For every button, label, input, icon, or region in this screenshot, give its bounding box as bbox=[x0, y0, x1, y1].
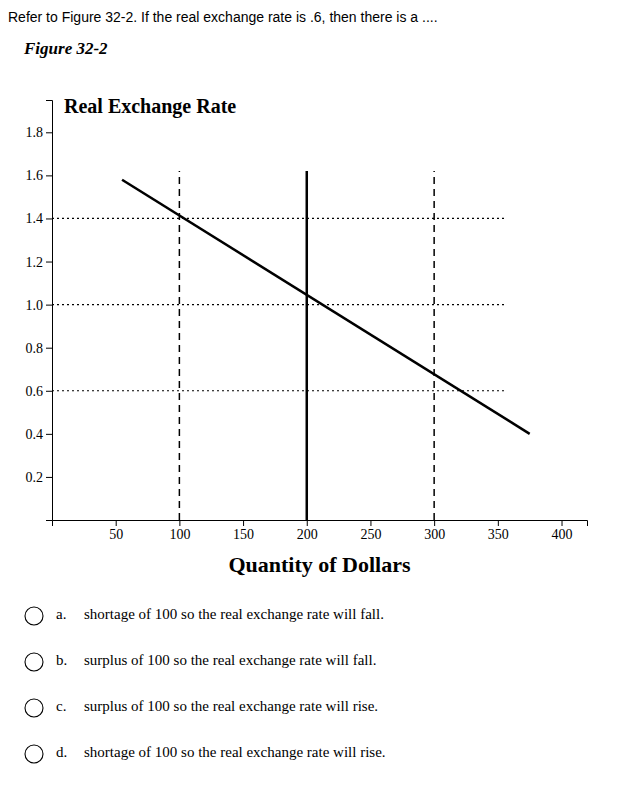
y-axis-tick-label: 0.4 bbox=[26, 427, 44, 442]
y-axis-tick-mark bbox=[46, 391, 52, 392]
y-axis-tick-mark bbox=[46, 477, 52, 478]
choice-radio[interactable] bbox=[25, 699, 43, 717]
subtitle: Figure 32-2 bbox=[23, 39, 108, 58]
choice-letter: b. bbox=[56, 652, 67, 668]
choice-text: surplus of 100 so the real exchange rate… bbox=[84, 698, 378, 714]
x-axis-tick: 200 bbox=[297, 520, 318, 542]
y-axis-tick-mark bbox=[46, 434, 52, 435]
y-axis: 0.2 0.4 0.6 0.8 1.0 1.2 1.4 1.6 1.8 bbox=[26, 101, 53, 521]
y-axis-tick: 0.4 bbox=[26, 427, 53, 442]
dotted-line bbox=[52, 304, 504, 305]
x-axis-tick-label: 300 bbox=[424, 527, 445, 542]
choice-radio[interactable] bbox=[25, 653, 43, 671]
choice-radio[interactable] bbox=[25, 607, 43, 625]
x-axis-tick-mark bbox=[179, 520, 180, 526]
x-axis-tick: 300 bbox=[424, 520, 445, 542]
y-axis-tick-mark bbox=[46, 348, 52, 349]
x-axis: 50 100 150 200 250 300 350 400 bbox=[53, 520, 588, 542]
solid-line bbox=[306, 171, 309, 520]
y-axis-tick-mark bbox=[46, 305, 52, 306]
x-axis-tick: 400 bbox=[552, 520, 573, 542]
choice-text: shortage of 100 so the real exchange rat… bbox=[84, 744, 386, 760]
y-axis-tick: 1.0 bbox=[26, 298, 53, 313]
y-axis-tick-label: 1.0 bbox=[26, 298, 44, 313]
x-axis-tick-mark bbox=[562, 520, 563, 526]
y-axis-tick: 1.4 bbox=[26, 211, 53, 226]
y-axis-tick-label: 0.6 bbox=[26, 384, 44, 399]
y-axis-tick-label: 1.8 bbox=[26, 125, 44, 140]
x-axis-tick-label: 250 bbox=[360, 527, 381, 542]
x-axis-tick-mark bbox=[370, 520, 371, 526]
x-axis-tick-label: 350 bbox=[488, 527, 509, 542]
dotted-line bbox=[52, 218, 504, 219]
x-axis-tick: 250 bbox=[360, 520, 381, 542]
dotted-line bbox=[52, 390, 504, 391]
chart: Refer to Figure 32-2. If the real exchan… bbox=[0, 0, 621, 788]
y-axis-tick-label: 1.4 bbox=[26, 211, 44, 226]
x-axis-tick-mark bbox=[434, 520, 435, 526]
y-axis-tick-label: 1.2 bbox=[26, 255, 44, 270]
x-axis-label: Quantity of Dollars bbox=[228, 552, 411, 577]
dashed-line bbox=[433, 171, 435, 520]
dashed-line bbox=[179, 171, 181, 520]
x-axis-tick-label: 400 bbox=[552, 527, 573, 542]
y-axis-line bbox=[46, 101, 53, 521]
y-axis-tick: 1.2 bbox=[26, 255, 53, 270]
x-axis-tick-mark bbox=[307, 520, 308, 526]
title: Refer to Figure 32-2. If the real exchan… bbox=[8, 9, 438, 25]
y-axis-tick: 1.8 bbox=[26, 125, 53, 140]
y-axis-tick-mark bbox=[46, 262, 52, 263]
x-axis-tick: 100 bbox=[169, 520, 190, 542]
x-axis-tick-mark bbox=[498, 520, 499, 526]
y-axis-tick-label: 0.2 bbox=[26, 470, 44, 485]
choice-text: surplus of 100 so the real exchange rate… bbox=[84, 652, 376, 668]
y-axis-tick-mark bbox=[46, 175, 52, 176]
x-axis-tick: 150 bbox=[233, 520, 254, 542]
y-axis-tick: 0.2 bbox=[26, 470, 53, 485]
x-axis-tick-label: 200 bbox=[297, 527, 318, 542]
y-axis-tick-label: 0.8 bbox=[26, 341, 44, 356]
y-axis-tick: 0.8 bbox=[26, 341, 53, 356]
choice-letter: a. bbox=[56, 606, 66, 622]
y-axis-tick-mark bbox=[46, 218, 52, 219]
y-axis-tick-label: 1.6 bbox=[26, 168, 44, 183]
solid-line bbox=[122, 180, 530, 434]
y-axis-tick: 1.6 bbox=[26, 168, 53, 183]
y-axis-tick-mark bbox=[46, 132, 52, 133]
x-axis-tick: 50 bbox=[109, 520, 123, 542]
choice-letter: c. bbox=[56, 698, 66, 714]
plot-area bbox=[52, 171, 530, 520]
x-axis-line bbox=[53, 521, 588, 527]
x-axis-tick-label: 100 bbox=[169, 527, 190, 542]
choice-letter: d. bbox=[56, 744, 67, 760]
choice-radio[interactable] bbox=[25, 745, 43, 763]
x-axis-tick-mark bbox=[243, 520, 244, 526]
x-axis-tick-label: 150 bbox=[233, 527, 254, 542]
choice-text: shortage of 100 so the real exchange rat… bbox=[84, 606, 384, 622]
y-axis-label: Real Exchange Rate bbox=[64, 95, 236, 118]
x-axis-tick: 350 bbox=[488, 520, 509, 542]
x-axis-tick-mark bbox=[116, 520, 117, 526]
y-axis-tick: 0.6 bbox=[26, 384, 53, 399]
x-axis-tick-label: 50 bbox=[109, 527, 123, 542]
